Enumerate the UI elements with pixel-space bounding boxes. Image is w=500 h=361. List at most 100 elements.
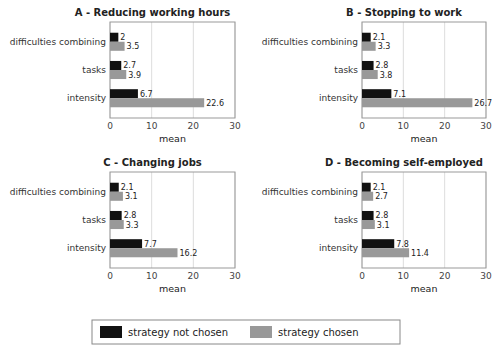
bar [362, 89, 391, 98]
plot-frame [110, 172, 235, 268]
axis-label: mean [411, 283, 438, 294]
tick-label: 20 [439, 271, 451, 281]
panel: B - Stopping to work 0 10 20 30 mean intensity… [262, 7, 492, 144]
title: B - Stopping to work [346, 7, 462, 18]
panel: D - Becoming self-employed 0 10 20 30 mean int… [262, 157, 492, 294]
category-label: intensity [67, 93, 107, 103]
data-label: 3.3 [126, 221, 139, 230]
bar [362, 220, 375, 229]
data-label: 3.8 [380, 71, 393, 80]
category-label: tasks [82, 65, 106, 75]
data-label: 2.8 [376, 211, 389, 220]
category-label: difficulties combining [262, 37, 358, 47]
legend-label: strategy chosen [278, 327, 359, 338]
bar [110, 239, 142, 248]
axis-label: mean [159, 133, 186, 144]
category-label: intensity [67, 243, 107, 253]
tick-label: 20 [188, 121, 200, 131]
bar [110, 98, 204, 107]
bar [362, 33, 371, 42]
bar [362, 183, 371, 192]
panel: C - Changing jobs 0 10 20 30 mean intensity tas… [10, 157, 241, 294]
category-label: difficulties combining [10, 187, 106, 197]
category-label: intensity [319, 243, 359, 253]
bar [110, 42, 125, 51]
bar [110, 183, 119, 192]
bar [362, 192, 373, 201]
data-label: 7.1 [393, 90, 406, 99]
chart: A - Reducing working hours0102030meanint… [0, 0, 500, 361]
tick-label: 10 [398, 121, 410, 131]
tick-label: 20 [188, 271, 200, 281]
category-label: tasks [334, 215, 358, 225]
bar [110, 89, 138, 98]
bar [110, 211, 122, 220]
data-label: 2 [120, 33, 125, 42]
bar [110, 33, 118, 42]
data-label: 3.5 [127, 42, 140, 51]
bars [362, 183, 409, 258]
data-label: 3.9 [128, 71, 141, 80]
bar [110, 61, 121, 70]
bar [362, 211, 374, 220]
title: A - Reducing working hours [75, 7, 231, 18]
tick-label: 0 [359, 271, 365, 281]
tick-label: 10 [146, 121, 158, 131]
plot-frame [110, 22, 235, 118]
bar [110, 248, 178, 257]
data-label: 2.1 [373, 183, 386, 192]
data-label: 16.2 [180, 249, 198, 258]
tick-label: 30 [229, 121, 241, 131]
category-label: difficulties combining [262, 187, 358, 197]
tick-label: 0 [107, 271, 113, 281]
tick-label: 10 [398, 271, 410, 281]
data-label: 2.7 [123, 61, 136, 70]
bar [362, 248, 409, 257]
grid-line [444, 172, 445, 268]
data-label: 7.7 [144, 240, 157, 249]
bar [362, 239, 394, 248]
data-label: 22.6 [206, 99, 224, 108]
title: D - Becoming self-employed [325, 157, 483, 168]
category-label: intensity [319, 93, 359, 103]
data-label: 2.1 [373, 33, 386, 42]
data-label: 6.7 [140, 90, 153, 99]
tick-label: 0 [107, 121, 113, 131]
title: C - Changing jobs [103, 157, 202, 168]
bars [362, 33, 472, 108]
bar [110, 70, 126, 79]
tick-label: 0 [359, 121, 365, 131]
data-label: 3.1 [125, 192, 138, 201]
category-label: tasks [82, 215, 106, 225]
tick-label: 20 [439, 121, 451, 131]
legend-swatch [100, 326, 122, 338]
bar [362, 61, 374, 70]
data-label: 3.3 [378, 42, 391, 51]
data-label: 26.7 [474, 99, 492, 108]
tick-label: 30 [480, 121, 492, 131]
bar [362, 98, 472, 107]
data-label: 11.4 [411, 249, 429, 258]
legend-swatch [250, 326, 272, 338]
legend-label: strategy not chosen [128, 327, 228, 338]
axis-label: mean [411, 133, 438, 144]
tick-label: 30 [480, 271, 492, 281]
category-label: tasks [334, 65, 358, 75]
bar [110, 192, 123, 201]
category-label: difficulties combining [10, 37, 106, 47]
data-label: 3.1 [377, 221, 390, 230]
legend: strategy not chosen strategy chosen [92, 320, 400, 344]
data-label: 2.8 [376, 61, 389, 70]
bar [110, 220, 124, 229]
bar [362, 70, 378, 79]
tick-label: 30 [229, 271, 241, 281]
data-label: 2.8 [124, 211, 137, 220]
bar [362, 42, 376, 51]
axis-label: mean [159, 283, 186, 294]
data-label: 7.8 [396, 240, 409, 249]
bars [110, 33, 204, 108]
tick-label: 10 [146, 271, 158, 281]
bars [110, 183, 178, 258]
data-label: 2.1 [121, 183, 134, 192]
data-label: 2.7 [375, 192, 388, 201]
